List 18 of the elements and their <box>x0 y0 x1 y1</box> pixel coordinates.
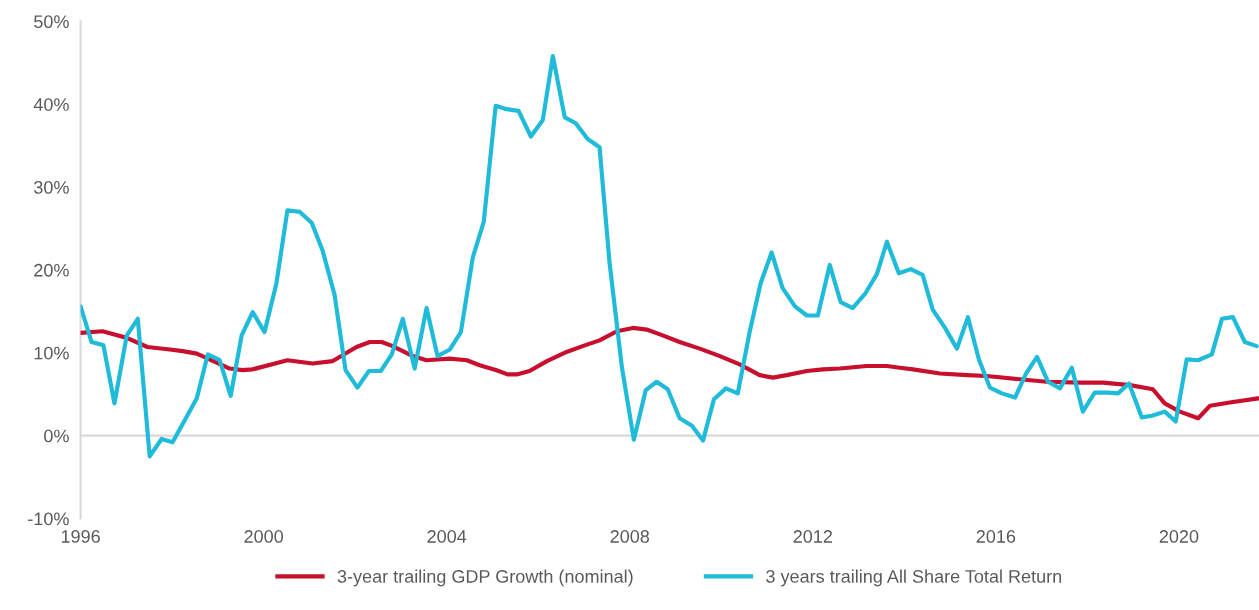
x-tick-label: 2020 <box>1159 530 1199 543</box>
x-tick-label: 1996 <box>61 530 100 543</box>
x-tick-label: 2008 <box>610 530 650 543</box>
x-tick-label: 2016 <box>976 530 1016 543</box>
x-tick-label: 2000 <box>244 530 284 543</box>
y-tick-label: 50% <box>34 15 69 29</box>
y-tick-label: 20% <box>34 263 69 277</box>
y-tick-label: 0% <box>44 429 69 443</box>
x-tick-label: 2004 <box>427 530 467 543</box>
line-series <box>80 325 1259 421</box>
y-tick-label: 30% <box>34 181 69 194</box>
line-series <box>80 54 1259 459</box>
y-tick-label: 10% <box>34 346 69 360</box>
legend-label: 3 years trailing All Share Total Return <box>766 569 1062 587</box>
x-tick-label: 2012 <box>793 530 832 543</box>
y-tick-label: -10% <box>28 512 69 526</box>
legend-label: 3-year trailing GDP Growth (nominal) <box>337 569 633 587</box>
y-tick-label: 40% <box>33 98 69 111</box>
